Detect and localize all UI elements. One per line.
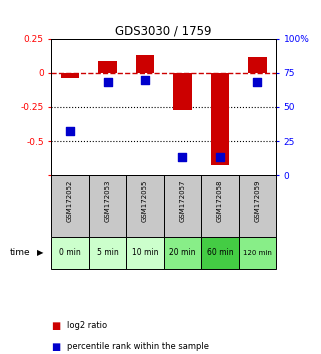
Text: 5 min: 5 min: [97, 249, 118, 257]
Text: GSM172053: GSM172053: [105, 180, 110, 222]
Text: percentile rank within the sample: percentile rank within the sample: [67, 342, 209, 352]
Bar: [51, 175, 89, 237]
Text: 20 min: 20 min: [169, 249, 196, 257]
Text: 10 min: 10 min: [132, 249, 158, 257]
Point: [180, 154, 185, 160]
Bar: [51, 237, 89, 269]
Bar: [239, 237, 276, 269]
Text: time: time: [10, 249, 30, 257]
Bar: [164, 175, 201, 237]
Title: GDS3030 / 1759: GDS3030 / 1759: [116, 25, 212, 38]
Text: GSM172052: GSM172052: [67, 180, 73, 222]
Text: ■: ■: [51, 342, 61, 352]
Bar: [164, 237, 201, 269]
Text: 120 min: 120 min: [243, 250, 272, 256]
Bar: [173, 73, 192, 110]
Bar: [248, 57, 267, 73]
Text: ▶: ▶: [37, 249, 43, 257]
Bar: [201, 175, 239, 237]
Bar: [89, 237, 126, 269]
Text: GSM172059: GSM172059: [254, 180, 260, 222]
Text: log2 ratio: log2 ratio: [67, 321, 108, 330]
Text: GSM172057: GSM172057: [179, 180, 186, 222]
Bar: [98, 61, 117, 73]
Bar: [135, 55, 154, 73]
Point: [67, 129, 73, 134]
Bar: [126, 175, 164, 237]
Text: GSM172055: GSM172055: [142, 180, 148, 222]
Bar: [201, 237, 239, 269]
Point: [255, 80, 260, 85]
Text: ■: ■: [51, 321, 61, 331]
Bar: [239, 175, 276, 237]
Text: 0 min: 0 min: [59, 249, 81, 257]
Bar: [126, 237, 164, 269]
Text: GSM172058: GSM172058: [217, 180, 223, 222]
Bar: [61, 73, 79, 78]
Bar: [89, 175, 126, 237]
Point: [217, 154, 222, 160]
Bar: [211, 73, 229, 165]
Text: 60 min: 60 min: [207, 249, 233, 257]
Point: [143, 77, 148, 82]
Point: [105, 80, 110, 85]
